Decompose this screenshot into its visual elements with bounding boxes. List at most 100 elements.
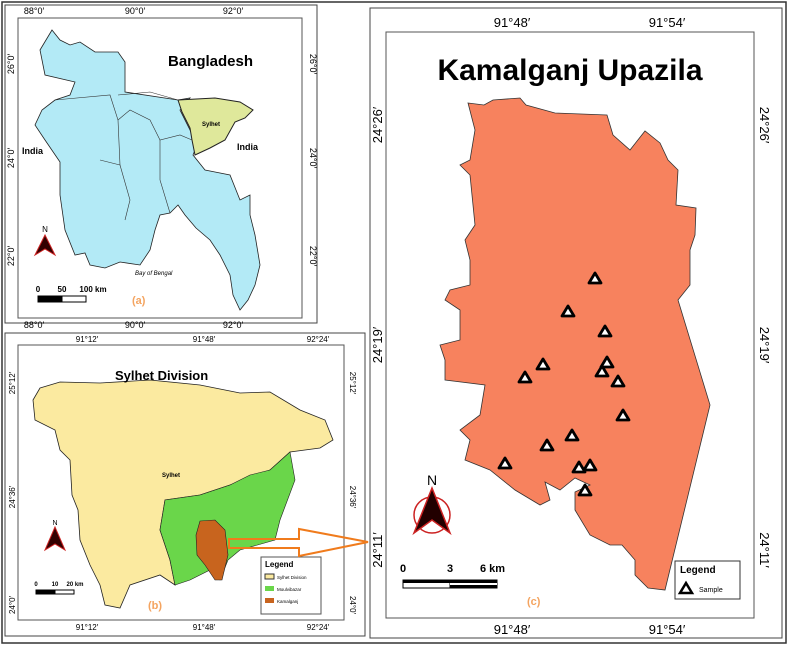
legend-b: Legend Sylhet Division Moulvibazar Kamal…	[260, 556, 322, 615]
sample-point	[497, 456, 513, 470]
sample-points	[497, 271, 631, 497]
tick: 88°0′	[24, 6, 45, 16]
place-label: India	[22, 146, 44, 156]
tick: 25°12′	[8, 371, 17, 394]
north-arrow-icon: N	[43, 520, 67, 552]
panel-a-title: Bangladesh	[168, 53, 253, 70]
sample-point	[571, 460, 587, 474]
panel-a-border	[4, 4, 318, 324]
panel-b-title: Sylhet Division	[115, 368, 208, 383]
bangladesh-shape	[34, 29, 261, 311]
panel-c-title: Kamalganj Upazila	[437, 54, 702, 87]
division-borders	[54, 91, 193, 221]
sample-point	[560, 304, 576, 318]
place-label: Sylhet	[162, 473, 180, 479]
kamalganj-shape	[195, 519, 229, 581]
panel-b: 91°12′ 91°48′ 92°24′ 91°12′ 91°48′ 92°24…	[4, 332, 366, 637]
tick: 24°26′	[370, 106, 385, 143]
svg-text:N: N	[42, 225, 48, 234]
tick: 25°12′	[348, 372, 357, 395]
tick: 91°48′	[494, 15, 531, 30]
sample-point	[582, 458, 598, 472]
tick: 92°24′	[307, 623, 330, 632]
svg-text:Kamalganj: Kamalganj	[277, 599, 298, 604]
svg-text:Legend: Legend	[265, 560, 294, 569]
tick: 22°0′	[6, 246, 16, 267]
svg-text:0: 0	[36, 285, 41, 294]
panel-a: 88°0′ 90°0′ 92°0′ 88°0′ 90°0′ 92°0′ 26°0…	[4, 4, 318, 330]
tick: 91°12′	[76, 335, 99, 344]
tick: 26°0′	[308, 54, 318, 75]
tick: 24°11′	[757, 532, 772, 568]
tick: 24°0′	[8, 595, 17, 614]
tick: 88°0′	[24, 320, 45, 330]
sample-triangle-icon	[677, 580, 695, 595]
north-arrow-icon: N	[412, 472, 452, 536]
panel-a-label: (a)	[132, 295, 146, 307]
svg-text:Sylhet Division: Sylhet Division	[277, 575, 307, 580]
panel-b-label: (b)	[148, 600, 162, 612]
tick: 24°19′	[370, 326, 385, 363]
tick: 91°54′	[649, 15, 686, 30]
sample-point	[577, 483, 593, 497]
tick: 24°19′	[757, 327, 772, 364]
svg-text:Moulvibazar: Moulvibazar	[277, 587, 302, 592]
svg-text:3: 3	[447, 563, 453, 575]
place-label: India	[237, 142, 259, 152]
tick: 92°24′	[307, 335, 330, 344]
sylhet-region	[177, 97, 254, 156]
tick: 91°48′	[193, 335, 216, 344]
tick: 90°0′	[125, 320, 146, 330]
sample-point	[615, 408, 631, 422]
sample-point	[535, 357, 551, 371]
sample-point	[587, 271, 603, 285]
tick: 22°0′	[308, 246, 318, 267]
svg-text:6 km: 6 km	[480, 563, 505, 575]
tick: 92°0′	[223, 6, 244, 16]
sample-point	[610, 374, 626, 388]
tick: 24°0′	[308, 148, 318, 169]
svg-text:100 km: 100 km	[79, 285, 106, 294]
tick: 91°54′	[649, 622, 686, 637]
svg-text:N: N	[52, 520, 57, 527]
sample-point	[597, 324, 613, 338]
tick: 91°12′	[76, 623, 99, 632]
panel-c: 91°48′ 91°54′ 91°48′ 91°54′ 24°26′ 24°19…	[369, 7, 783, 639]
tick: 24°26′	[757, 107, 772, 144]
svg-text:10: 10	[52, 582, 59, 588]
svg-text:N: N	[427, 472, 437, 488]
tick: 24°11′	[370, 532, 385, 568]
svg-text:20 km: 20 km	[66, 582, 83, 588]
panel-c-label: (c)	[527, 596, 541, 608]
tick: 91°48′	[494, 622, 531, 637]
zoom-arrow-icon	[228, 527, 369, 558]
svg-text:Sample: Sample	[699, 587, 723, 594]
tick: 92°0′	[223, 320, 244, 330]
panel-c-border	[369, 7, 783, 639]
sample-point	[539, 438, 555, 452]
scale-bar: 0 3 6 km	[400, 563, 505, 589]
tick: 24°36′	[348, 486, 357, 509]
sample-point	[594, 364, 610, 378]
svg-text:0: 0	[34, 582, 38, 588]
svg-text:Legend: Legend	[680, 565, 716, 576]
moulvibazar-shape	[159, 451, 296, 586]
scale-bar: 0 50 100 km	[36, 285, 107, 303]
sample-point	[599, 355, 615, 369]
place-label: Bay of Bengal	[135, 271, 173, 277]
sample-point	[517, 370, 533, 384]
tick: 24°36′	[8, 485, 17, 508]
tick: 24°0′	[6, 148, 16, 169]
tick: 24°0′	[348, 596, 357, 615]
sample-point	[564, 428, 580, 442]
tick: 90°0′	[125, 6, 146, 16]
panel-b-border	[4, 332, 366, 637]
place-label: Sylhet	[202, 122, 220, 128]
svg-text:50: 50	[58, 285, 67, 294]
tick: 91°48′	[193, 623, 216, 632]
scale-bar: 0 10 20 km	[34, 582, 84, 595]
legend-c: Legend Sample	[674, 560, 741, 600]
